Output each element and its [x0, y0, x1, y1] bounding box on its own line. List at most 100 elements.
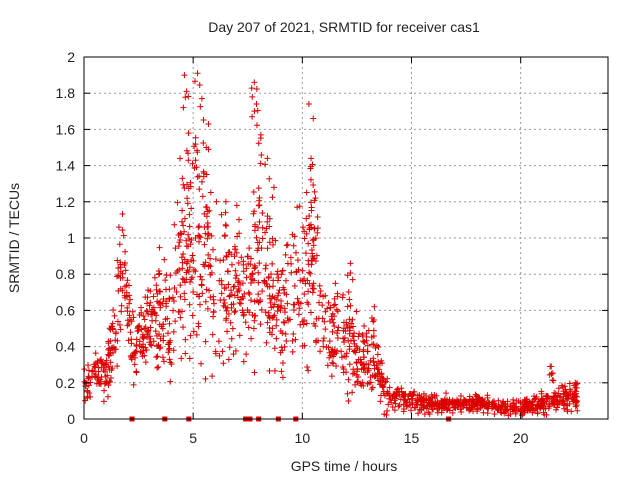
data-point	[330, 360, 337, 367]
data-point	[171, 284, 178, 291]
data-point	[299, 342, 306, 349]
data-point	[200, 140, 207, 147]
data-point	[140, 341, 147, 348]
data-point	[155, 271, 162, 278]
data-point	[389, 403, 396, 410]
data-point	[432, 401, 439, 408]
data-point	[133, 341, 140, 348]
data-point	[112, 346, 119, 353]
data-point	[524, 407, 531, 414]
data-point	[375, 343, 382, 350]
data-point	[532, 395, 539, 402]
data-point	[396, 402, 403, 409]
data-point	[468, 403, 475, 410]
data-point	[409, 395, 416, 402]
data-point	[326, 354, 333, 361]
data-point	[271, 345, 278, 352]
data-point	[209, 373, 216, 380]
data-point	[106, 366, 113, 373]
data-point	[222, 209, 229, 216]
data-point	[229, 325, 236, 332]
data-point	[225, 310, 232, 317]
data-point	[525, 404, 532, 411]
data-point	[303, 320, 310, 327]
data-point	[344, 303, 351, 310]
data-point	[265, 273, 272, 280]
data-point	[308, 246, 315, 253]
data-point	[207, 271, 214, 278]
x-tick-label: 5	[189, 430, 197, 446]
data-point	[234, 288, 241, 295]
data-point	[125, 282, 132, 289]
data-point	[320, 343, 327, 350]
data-point	[130, 381, 137, 388]
data-point	[223, 222, 230, 229]
data-point	[491, 398, 498, 405]
data-point	[177, 155, 184, 162]
data-point	[347, 302, 354, 309]
data-point	[106, 325, 113, 332]
data-point	[196, 233, 203, 240]
data-point	[266, 283, 273, 290]
data-point	[155, 364, 162, 371]
data-point	[380, 383, 387, 390]
data-point	[223, 252, 230, 259]
data-point	[255, 140, 262, 147]
data-point	[153, 282, 160, 289]
y-tick-label: 1.4	[56, 158, 76, 174]
data-point	[347, 260, 354, 267]
data-point	[264, 213, 271, 220]
data-point	[165, 346, 172, 353]
data-point	[199, 193, 206, 200]
data-point	[147, 288, 154, 295]
data-point	[197, 301, 204, 308]
data-point	[317, 292, 324, 299]
data-point	[101, 387, 108, 394]
data-point	[310, 242, 317, 249]
data-point	[227, 319, 234, 326]
data-point	[348, 320, 355, 327]
data-point	[204, 224, 211, 231]
data-point	[186, 355, 193, 362]
data-point	[195, 232, 202, 239]
data-point	[278, 368, 285, 375]
data-point	[438, 409, 445, 416]
data-point	[106, 379, 113, 386]
data-point	[179, 275, 186, 282]
data-point	[183, 147, 190, 154]
data-point	[166, 320, 173, 327]
data-point	[181, 228, 188, 235]
data-point	[177, 314, 184, 321]
data-point	[364, 369, 371, 376]
data-point	[538, 388, 545, 395]
data-point	[117, 268, 124, 275]
data-point	[268, 331, 275, 338]
data-point	[84, 387, 91, 394]
data-point	[197, 273, 204, 280]
data-point	[332, 280, 339, 287]
data-point	[307, 176, 314, 183]
data-point	[118, 302, 125, 309]
data-point	[269, 283, 276, 290]
data-point	[543, 393, 550, 400]
data-point	[561, 405, 568, 412]
data-point	[269, 241, 276, 248]
data-point	[186, 211, 193, 218]
data-point	[295, 300, 302, 307]
data-point	[305, 288, 312, 295]
data-point	[341, 334, 348, 341]
data-point	[223, 307, 230, 314]
data-point	[223, 315, 230, 322]
data-point	[302, 250, 309, 257]
data-point	[246, 291, 253, 298]
data-point	[286, 316, 293, 323]
data-point	[189, 160, 196, 167]
data-point	[504, 406, 511, 413]
data-point	[184, 200, 191, 207]
data-point	[248, 85, 255, 92]
data-point	[374, 351, 381, 358]
data-point	[245, 260, 252, 267]
data-point	[294, 295, 301, 302]
data-point	[306, 213, 313, 220]
data-point	[307, 309, 314, 316]
